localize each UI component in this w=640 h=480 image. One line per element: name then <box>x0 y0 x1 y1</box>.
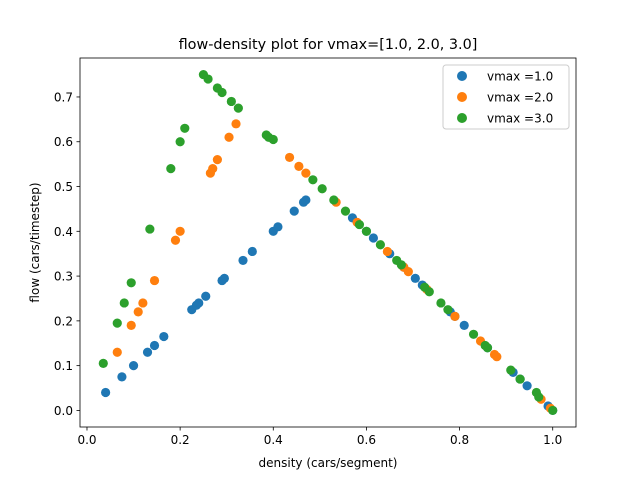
data-point <box>301 168 311 178</box>
legend-marker-vmax-3 <box>457 113 467 123</box>
x-tick-label: 0.8 <box>450 433 469 447</box>
y-tick-label: 0.3 <box>54 270 73 284</box>
data-point <box>443 305 453 315</box>
data-point <box>233 103 243 113</box>
y-tick-label: 0.2 <box>54 314 73 328</box>
data-point <box>450 311 460 321</box>
data-point <box>201 291 211 301</box>
legend-box <box>442 64 570 130</box>
data-point <box>133 307 143 317</box>
data-point <box>459 320 469 330</box>
data-point <box>308 175 318 185</box>
data-point <box>273 222 283 232</box>
data-point <box>175 226 185 236</box>
legend-label-vmax-3: vmax =3.0 <box>487 112 553 126</box>
data-point <box>175 137 185 147</box>
data-point <box>226 96 236 107</box>
data-point <box>149 340 160 351</box>
data-point <box>208 164 218 174</box>
legend-label-vmax-1: vmax =1.0 <box>487 70 553 84</box>
data-point <box>410 273 420 283</box>
data-point <box>424 287 434 297</box>
data-point <box>301 195 311 205</box>
data-point <box>382 246 392 257</box>
data-point <box>492 352 502 362</box>
y-axis-label: flow (cars/timestep) <box>28 182 42 302</box>
data-points <box>98 69 558 416</box>
data-point <box>522 381 532 391</box>
data-point <box>217 87 227 98</box>
y-tick-label: 0.6 <box>54 135 73 149</box>
data-point <box>101 387 111 398</box>
data-point <box>354 219 365 230</box>
x-tick-label: 0.2 <box>171 433 190 447</box>
y-axis-ticks: 0.0 0.1 0.2 0.3 0.4 0.5 0.6 0.7 <box>54 90 80 418</box>
data-point <box>166 164 176 174</box>
y-tick-label: 0.4 <box>54 225 73 239</box>
data-point <box>117 372 127 382</box>
data-point <box>375 240 385 250</box>
data-point <box>294 161 304 171</box>
data-point <box>361 226 372 236</box>
data-point <box>289 206 299 216</box>
data-point <box>340 206 351 216</box>
data-point <box>403 267 413 277</box>
y-tick-label: 0.7 <box>54 90 73 104</box>
data-point <box>238 255 248 266</box>
data-point <box>145 224 155 234</box>
x-axis-ticks: 0.0 0.2 0.4 0.6 0.8 1.0 <box>77 427 562 447</box>
y-tick-label: 0.0 <box>54 404 73 418</box>
data-point <box>212 155 222 165</box>
x-tick-label: 1.0 <box>543 433 562 447</box>
chart-title: flow-density plot for vmax=[1.0, 2.0, 3.… <box>179 37 478 53</box>
x-tick-label: 0.4 <box>264 433 283 447</box>
data-point <box>203 74 213 84</box>
data-point <box>98 358 108 369</box>
data-point <box>180 123 190 133</box>
data-point <box>317 184 327 194</box>
data-point <box>534 392 544 402</box>
data-point <box>506 365 516 375</box>
legend-marker-vmax-2 <box>457 92 467 102</box>
axes-frame <box>79 57 577 428</box>
series-vmax-3 <box>98 69 558 416</box>
legend-label-vmax-2: vmax =2.0 <box>487 91 553 105</box>
data-point <box>112 318 122 328</box>
data-point <box>224 132 234 142</box>
data-point <box>329 195 339 205</box>
data-point <box>126 320 136 330</box>
data-point <box>247 246 257 257</box>
data-point <box>515 374 525 384</box>
data-point <box>284 152 295 163</box>
data-point <box>138 298 148 308</box>
data-point <box>231 119 241 129</box>
x-axis-label: density (cars/segment) <box>259 456 398 470</box>
data-point <box>128 361 139 371</box>
data-point <box>436 298 446 308</box>
x-tick-label: 0.0 <box>77 433 96 447</box>
data-point <box>126 278 136 288</box>
data-point <box>159 331 169 342</box>
data-point <box>149 275 160 286</box>
data-point <box>119 298 129 308</box>
data-point <box>170 235 181 245</box>
data-point <box>548 405 558 416</box>
data-point <box>396 260 406 270</box>
legend-marker-vmax-1 <box>457 71 467 81</box>
y-tick-label: 0.5 <box>54 180 73 194</box>
data-point <box>219 273 229 283</box>
data-point <box>194 298 204 308</box>
y-tick-label: 0.1 <box>54 359 73 373</box>
data-point <box>468 329 479 339</box>
data-point <box>268 134 278 145</box>
legend: vmax =1.0 vmax =2.0 vmax =3.0 <box>442 64 570 130</box>
x-tick-label: 0.6 <box>357 433 376 447</box>
data-point <box>368 233 379 243</box>
data-point <box>112 347 122 357</box>
data-point <box>482 343 493 353</box>
data-point <box>142 347 153 357</box>
